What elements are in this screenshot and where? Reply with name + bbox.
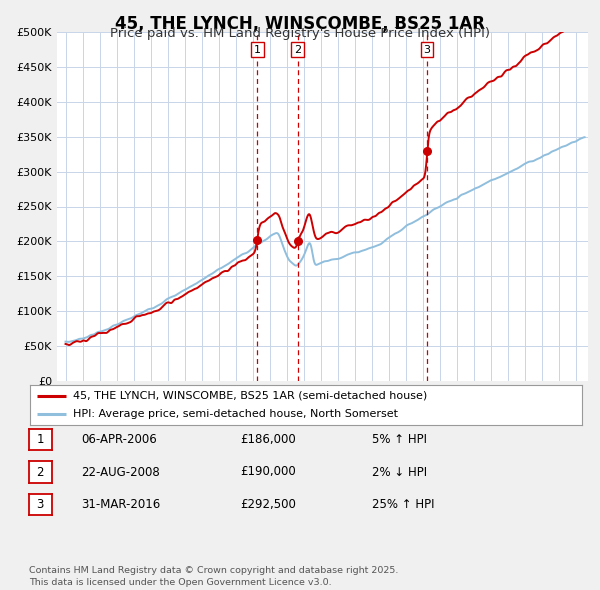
Text: 2% ↓ HPI: 2% ↓ HPI bbox=[372, 466, 427, 478]
Text: £190,000: £190,000 bbox=[240, 466, 296, 478]
Text: 31-MAR-2016: 31-MAR-2016 bbox=[81, 498, 160, 511]
Text: HPI: Average price, semi-detached house, North Somerset: HPI: Average price, semi-detached house,… bbox=[73, 409, 398, 419]
Text: 22-AUG-2008: 22-AUG-2008 bbox=[81, 466, 160, 478]
Text: 45, THE LYNCH, WINSCOMBE, BS25 1AR (semi-detached house): 45, THE LYNCH, WINSCOMBE, BS25 1AR (semi… bbox=[73, 391, 427, 401]
Text: Contains HM Land Registry data © Crown copyright and database right 2025.
This d: Contains HM Land Registry data © Crown c… bbox=[29, 566, 398, 587]
Text: 2: 2 bbox=[37, 466, 44, 478]
Text: 2: 2 bbox=[294, 45, 301, 55]
Text: 1: 1 bbox=[37, 433, 44, 446]
Text: 3: 3 bbox=[37, 498, 44, 511]
Text: 5% ↑ HPI: 5% ↑ HPI bbox=[372, 433, 427, 446]
Text: 1: 1 bbox=[254, 45, 261, 55]
Text: £186,000: £186,000 bbox=[240, 433, 296, 446]
Text: 45, THE LYNCH, WINSCOMBE, BS25 1AR: 45, THE LYNCH, WINSCOMBE, BS25 1AR bbox=[115, 15, 485, 34]
Text: £292,500: £292,500 bbox=[240, 498, 296, 511]
Text: Price paid vs. HM Land Registry's House Price Index (HPI): Price paid vs. HM Land Registry's House … bbox=[110, 27, 490, 40]
Text: 3: 3 bbox=[424, 45, 431, 55]
Text: 06-APR-2006: 06-APR-2006 bbox=[81, 433, 157, 446]
Text: 25% ↑ HPI: 25% ↑ HPI bbox=[372, 498, 434, 511]
